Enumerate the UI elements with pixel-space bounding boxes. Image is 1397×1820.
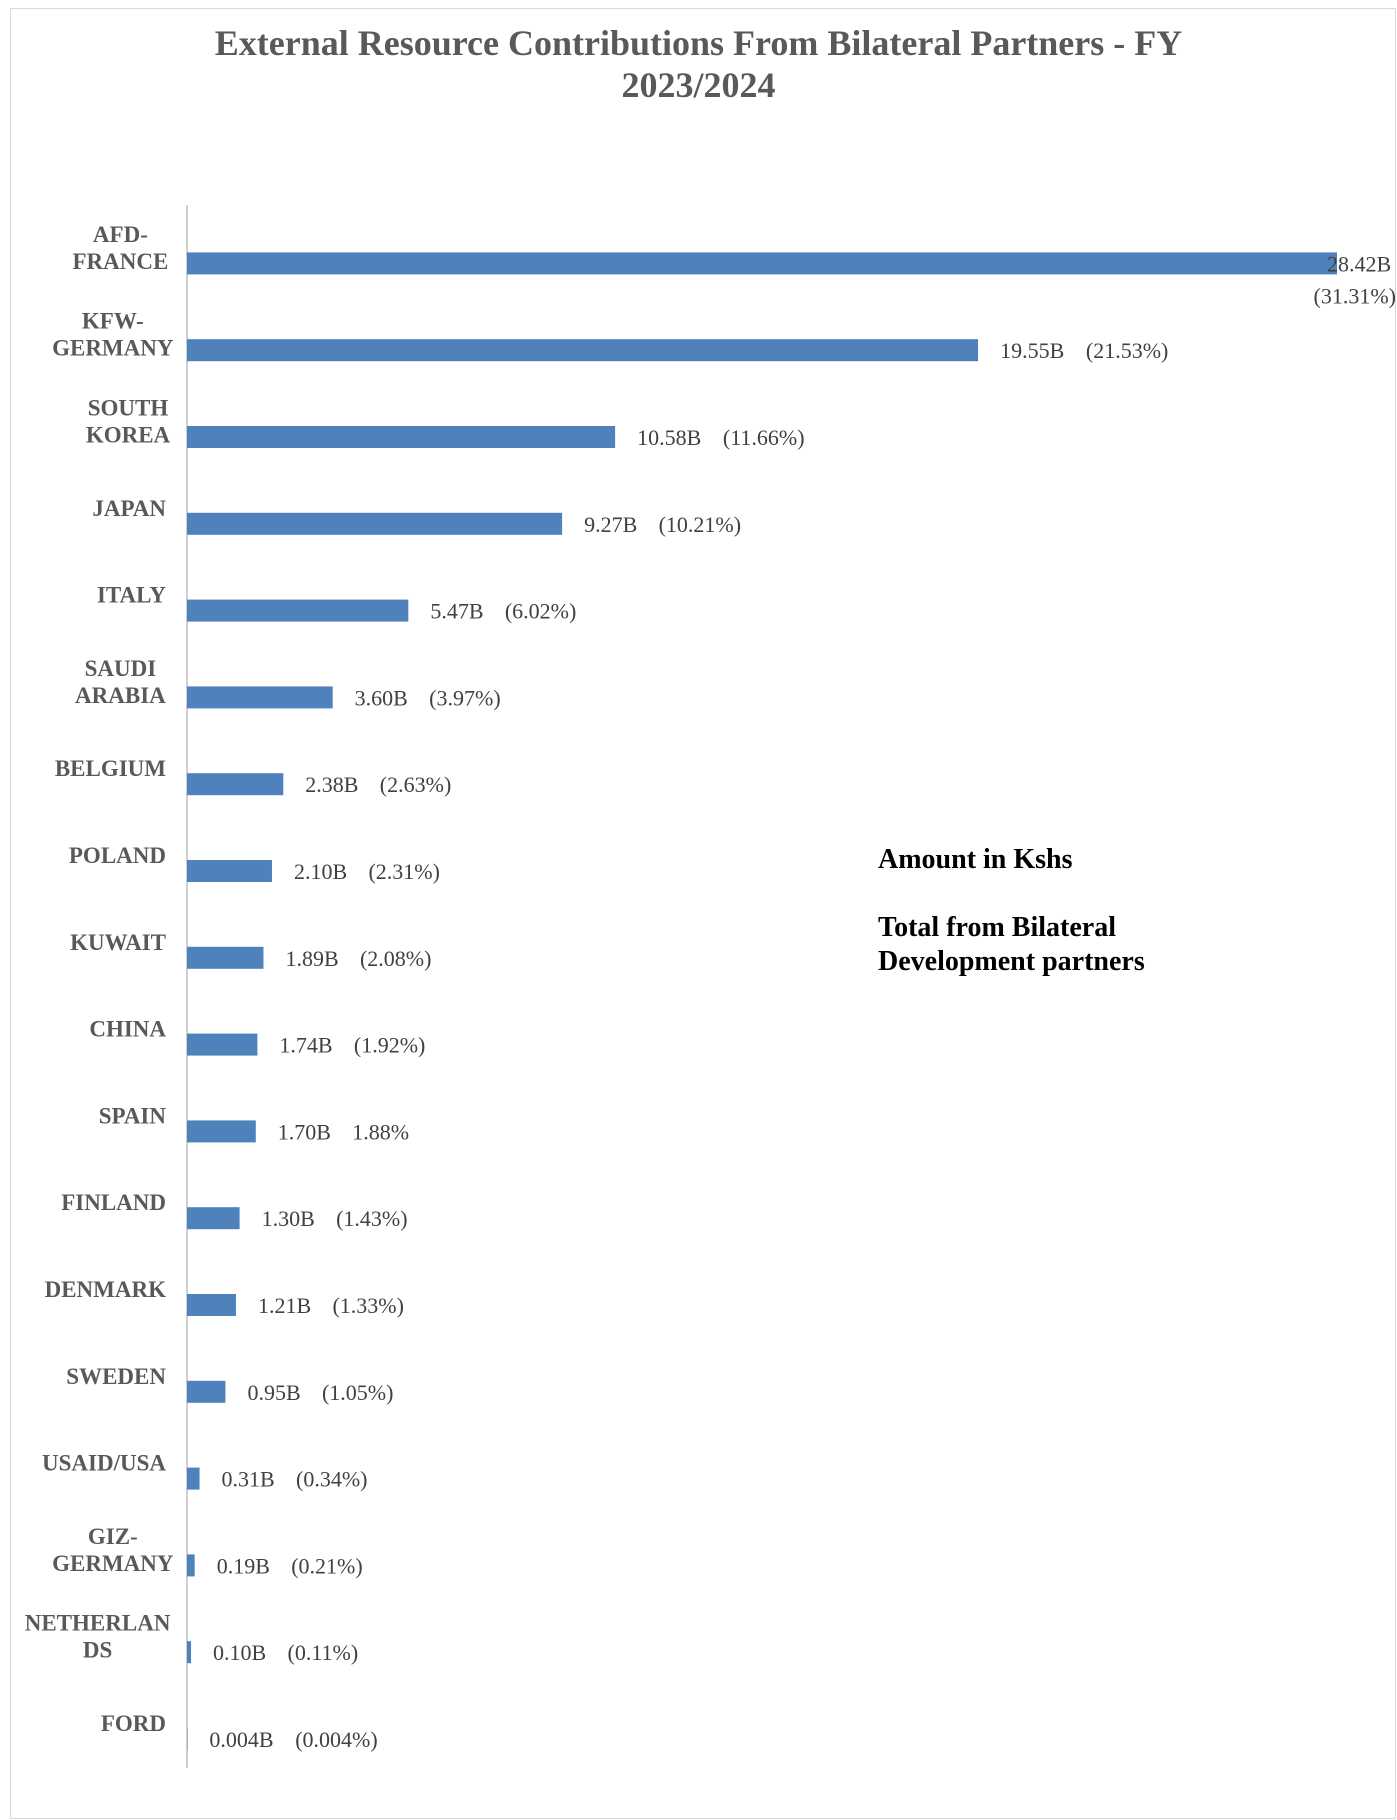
percent-label: (11.66%) (723, 425, 805, 450)
percent-label: (1.33%) (332, 1293, 403, 1318)
percent-label: (0.004%) (295, 1727, 377, 1752)
value-label: 10.58B (637, 425, 701, 450)
percent-label: (10.21%) (659, 512, 741, 537)
category-label: BELGIUM (55, 756, 166, 781)
bar (187, 339, 979, 362)
bar (187, 1294, 236, 1316)
value-label: 3.60B (355, 685, 408, 710)
chart-title-line-1: External Resource Contributions From Bil… (214, 23, 1183, 63)
category-label: SPAIN (99, 1103, 167, 1128)
percent-label: (6.02%) (505, 599, 576, 624)
value-label: 2.10B (294, 859, 347, 884)
bar (187, 946, 264, 969)
percent-label: (1.92%) (354, 1033, 425, 1058)
bar (187, 599, 409, 622)
bar (187, 1207, 240, 1230)
category-label: KUWAIT (70, 930, 166, 955)
category-label: POLAND (69, 843, 166, 868)
category-label: NETHERLAN DS (25, 1611, 171, 1663)
annotation-total: Total from Bilateral Development partner… (878, 912, 1145, 977)
value-label: 9.27B (584, 512, 637, 537)
value-label: 2.38B (305, 772, 358, 797)
value-label: 28.42B (1327, 251, 1391, 276)
category-label: FINLAND (61, 1190, 166, 1215)
chart-title-line-2: 2023/2024 (621, 65, 776, 105)
bar (187, 1554, 195, 1577)
value-label: 1.70B (278, 1119, 331, 1144)
value-label: 0.10B (213, 1640, 266, 1665)
percent-label: 1.88% (352, 1119, 409, 1144)
category-label: JAPAN (92, 496, 166, 521)
value-label: 0.95B (247, 1380, 300, 1405)
percent-label: (3.97%) (429, 685, 500, 710)
category-label: FORD (101, 1711, 166, 1736)
bar (187, 686, 333, 709)
bar (187, 252, 1337, 275)
percent-label: (31.31%) (1314, 283, 1396, 308)
chart-frame (10, 8, 1396, 1819)
value-label: 1.89B (285, 946, 338, 971)
percent-label: (2.31%) (368, 859, 439, 884)
category-label: USAID/USA (42, 1451, 166, 1476)
bar (187, 426, 616, 448)
value-label: 0.004B (209, 1727, 273, 1752)
category-label: KFW-GERMANY (52, 309, 174, 361)
category-label: ITALY (97, 583, 166, 608)
category-label: CHINA (89, 1017, 166, 1042)
bar (187, 860, 272, 882)
percent-label: (1.05%) (322, 1380, 393, 1405)
value-label: 1.74B (279, 1033, 332, 1058)
annotation-amount-unit: Amount in Kshs (878, 844, 1073, 875)
value-label: 0.31B (222, 1467, 275, 1492)
percent-label: (0.11%) (288, 1640, 359, 1665)
category-label: SWEDEN (66, 1364, 166, 1389)
bar (187, 1033, 258, 1056)
percent-label: (0.21%) (291, 1553, 362, 1578)
value-label: 1.21B (258, 1293, 311, 1318)
value-label: 0.19B (217, 1553, 270, 1578)
value-label: 19.55B (1000, 338, 1064, 363)
category-label: SAUDI ARABIA (75, 656, 166, 708)
chart-title: External Resource Contributions From Bil… (0, 22, 1397, 106)
percent-label: (2.63%) (380, 772, 451, 797)
category-label: SOUTH KOREA (86, 396, 171, 448)
percent-label: (21.53%) (1086, 338, 1168, 363)
bar (187, 1641, 192, 1664)
bar (187, 1120, 256, 1143)
bar (187, 512, 563, 535)
category-label: GIZ-GERMANY (52, 1524, 174, 1576)
bar (187, 773, 284, 796)
percent-label: (1.43%) (336, 1206, 407, 1231)
value-label: 1.30B (262, 1206, 315, 1231)
bar (187, 1380, 226, 1403)
value-label: 5.47B (430, 599, 483, 624)
category-label: DENMARK (45, 1277, 166, 1302)
percent-label: (0.34%) (296, 1467, 367, 1492)
percent-label: (2.08%) (360, 946, 431, 971)
category-label: AFD-FRANCE (72, 222, 168, 274)
bar (187, 1467, 200, 1490)
